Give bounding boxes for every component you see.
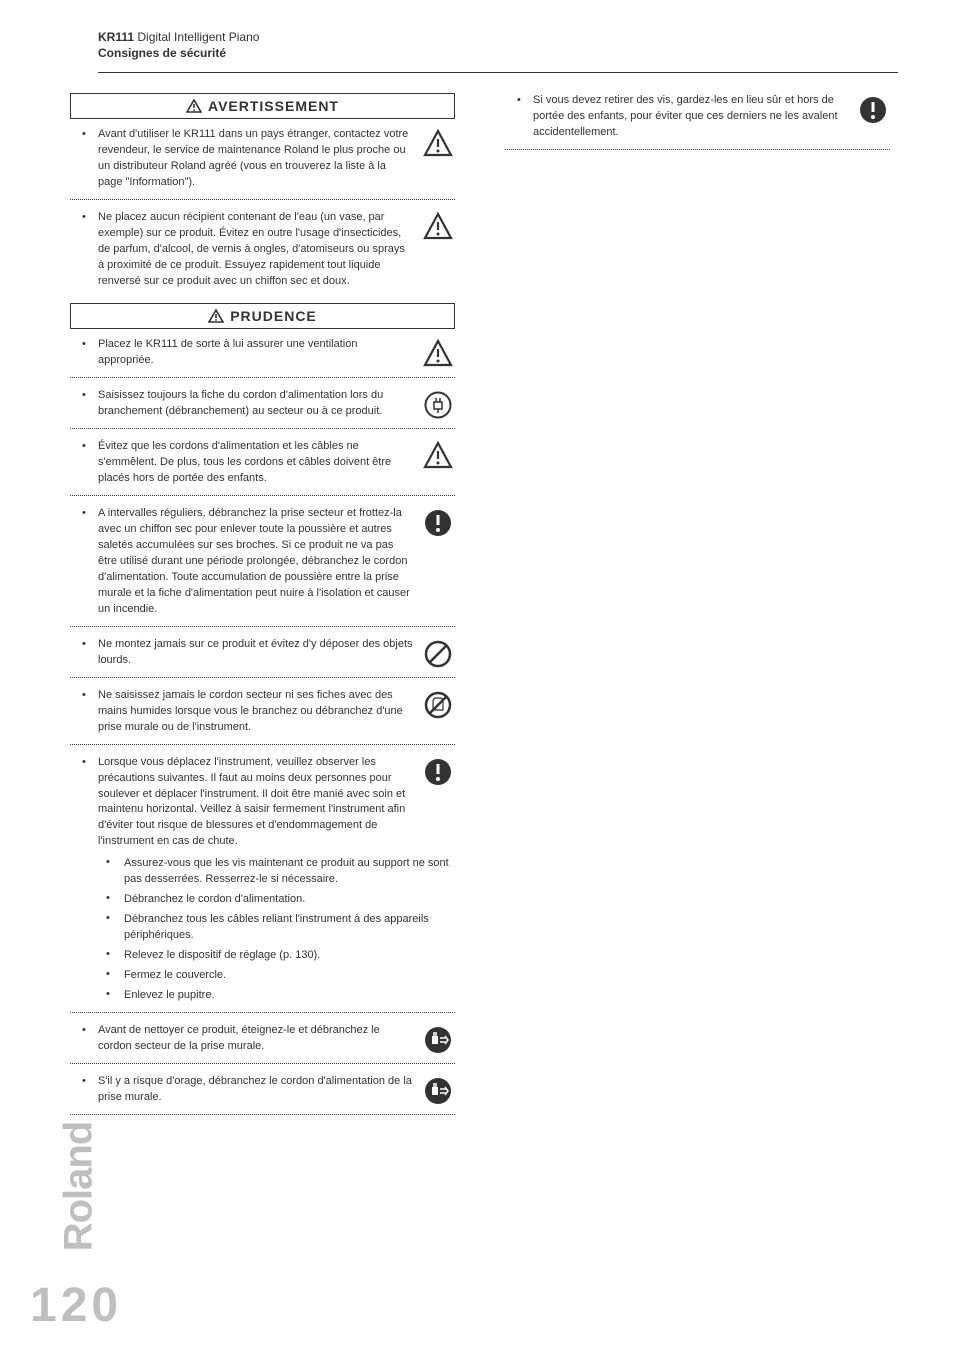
sub-list: •Assurez-vous que les vis maintenant ce … xyxy=(106,856,455,1004)
item-text: Avant d'utiliser le KR111 dans un pays é… xyxy=(98,127,413,191)
separator xyxy=(70,199,455,200)
bullet-dot: • xyxy=(106,912,116,944)
list-item: • Ne saisissez jamais le cordon secteur … xyxy=(70,688,455,736)
item-text: Ne saisissez jamais le cordon secteur ni… xyxy=(98,688,413,736)
page-header: KR111 Digital Intelligent Piano Consigne… xyxy=(0,0,954,68)
item-text: Lorsque vous déplacez l'instrument, veui… xyxy=(98,755,413,851)
warning-triangle-icon xyxy=(421,439,455,471)
item-text: S'il y a risque d'orage, débranchez le c… xyxy=(98,1074,413,1106)
separator xyxy=(70,626,455,627)
header-subtitle: Consignes de sécurité xyxy=(98,46,954,60)
warning-triangle-icon xyxy=(208,309,224,323)
mandatory-icon xyxy=(856,93,890,125)
brand-logo: Roland xyxy=(56,1122,101,1252)
bullet-dot: • xyxy=(70,1023,90,1038)
left-column: AVERTISSEMENT • Avant d'utiliser le KR11… xyxy=(70,93,455,1125)
list-item: • Ne placez aucun récipient contenant de… xyxy=(70,210,455,290)
item-text: Ne montez jamais sur ce produit et évite… xyxy=(98,637,413,669)
list-item: • S'il y a risque d'orage, débranchez le… xyxy=(70,1074,455,1106)
bullet-dot: • xyxy=(70,337,90,352)
bullet-dot: • xyxy=(70,439,90,454)
separator xyxy=(70,1012,455,1013)
bullet-dot: • xyxy=(505,93,525,108)
bullet-dot: • xyxy=(106,988,116,1004)
separator xyxy=(70,744,455,745)
list-item: • Avant de nettoyer ce produit, éteignez… xyxy=(70,1023,455,1055)
warning-triangle-icon xyxy=(186,99,202,113)
separator xyxy=(70,677,455,678)
wet-hand-prohibit-icon xyxy=(421,688,455,720)
bullet-dot: • xyxy=(70,755,90,770)
section-title: PRUDENCE xyxy=(230,308,317,324)
list-item: • Évitez que les cordons d'alimentation … xyxy=(70,439,455,487)
separator xyxy=(70,495,455,496)
item-text: Avant de nettoyer ce produit, éteignez-l… xyxy=(98,1023,413,1055)
section-header-prudence: PRUDENCE xyxy=(70,303,455,329)
plug-icon xyxy=(421,388,455,420)
list-item: • Placez le KR111 de sorte à lui assurer… xyxy=(70,337,455,369)
section-header-avertissement: AVERTISSEMENT xyxy=(70,93,455,119)
separator xyxy=(70,1114,455,1115)
product-code: KR111 xyxy=(98,30,134,44)
sub-item-text: Enlevez le pupitre. xyxy=(124,988,215,1004)
list-item: • Avant d'utiliser le KR111 dans un pays… xyxy=(70,127,455,191)
sub-item-text: Relevez le dispositif de réglage (p. 130… xyxy=(124,948,320,964)
bullet-dot: • xyxy=(106,968,116,984)
list-item: • A intervalles réguliers, débranchez la… xyxy=(70,506,455,618)
unplug-icon xyxy=(421,1074,455,1106)
right-column: • Si vous devez retirer des vis, gardez-… xyxy=(505,93,890,1125)
bullet-dot: • xyxy=(70,637,90,652)
bullet-dot: • xyxy=(70,127,90,142)
list-item: • Saisissez toujours la fiche du cordon … xyxy=(70,388,455,420)
item-text: Placez le KR111 de sorte à lui assurer u… xyxy=(98,337,413,369)
unplug-icon xyxy=(421,1023,455,1055)
bullet-dot: • xyxy=(106,856,116,888)
bullet-dot: • xyxy=(70,1074,90,1089)
separator xyxy=(70,1063,455,1064)
bullet-dot: • xyxy=(70,388,90,403)
item-text: Saisissez toujours la fiche du cordon d'… xyxy=(98,388,413,420)
sub-item-text: Débranchez tous les câbles reliant l'ins… xyxy=(124,912,455,944)
sub-item-text: Assurez-vous que les vis maintenant ce p… xyxy=(124,856,455,888)
item-text: Évitez que les cordons d'alimentation et… xyxy=(98,439,413,487)
section-title: AVERTISSEMENT xyxy=(208,98,339,114)
page-number: 120 xyxy=(30,1278,122,1333)
list-item: • Lorsque vous déplacez l'instrument, ve… xyxy=(70,755,455,851)
item-text: A intervalles réguliers, débranchez la p… xyxy=(98,506,413,618)
list-item: • Si vous devez retirer des vis, gardez-… xyxy=(505,93,890,141)
sub-item-text: Fermez le couvercle. xyxy=(124,968,226,984)
separator xyxy=(70,428,455,429)
mandatory-icon xyxy=(421,755,455,787)
bullet-dot: • xyxy=(106,948,116,964)
product-name: Digital Intelligent Piano xyxy=(137,30,259,44)
bullet-dot: • xyxy=(70,688,90,703)
list-item: • Ne montez jamais sur ce produit et évi… xyxy=(70,637,455,669)
warning-triangle-icon xyxy=(421,127,455,159)
prohibit-icon xyxy=(421,637,455,669)
sub-item-text: Débranchez le cordon d'alimentation. xyxy=(124,892,305,908)
bullet-dot: • xyxy=(106,892,116,908)
mandatory-icon xyxy=(421,506,455,538)
bullet-dot: • xyxy=(70,210,90,225)
separator xyxy=(70,377,455,378)
warning-triangle-icon xyxy=(421,210,455,242)
separator xyxy=(505,149,890,150)
warning-triangle-icon xyxy=(421,337,455,369)
item-text: Ne placez aucun récipient contenant de l… xyxy=(98,210,413,290)
bullet-dot: • xyxy=(70,506,90,521)
item-text: Si vous devez retirer des vis, gardez-le… xyxy=(533,93,848,141)
